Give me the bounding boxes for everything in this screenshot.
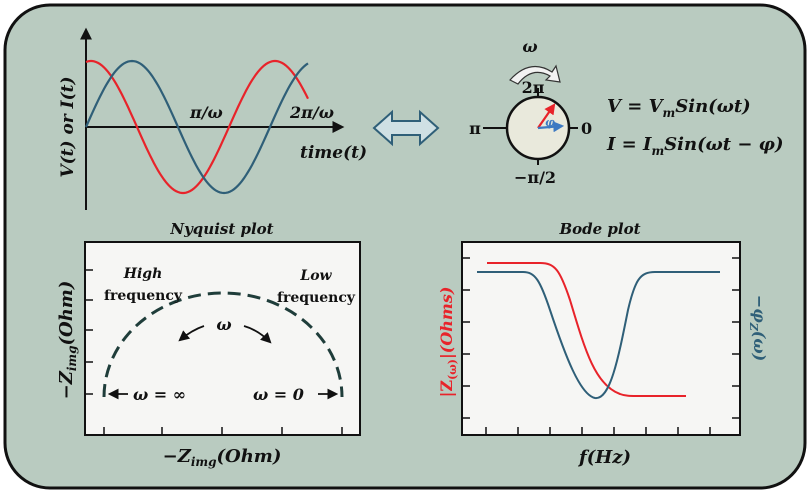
bode-phase-curve — [477, 271, 720, 399]
phasor-current-arrow — [537, 121, 565, 133]
double-arrow-icon — [372, 109, 440, 147]
high-frequency-label-2: frequency — [104, 288, 183, 304]
phasor-diagram: ω φ 2π π 0 −π/2 — [469, 37, 592, 187]
bode-title: Bode plot — [558, 220, 640, 238]
bode-frame — [461, 241, 741, 436]
omega-right-curved-arrow — [243, 325, 272, 344]
low-frequency-label-2: frequency — [277, 290, 356, 306]
tick-label-2pi-over-omega: 2π/ω — [289, 103, 334, 122]
nyquist-omega-label: ω — [216, 315, 231, 334]
phasor-omega-label: ω — [522, 37, 537, 56]
high-frequency-label-1: High — [123, 266, 163, 282]
nyquist-xlabel: −Zimg(Ohm) — [163, 446, 282, 469]
low-frequency-label-1: Low — [299, 268, 332, 284]
nyquist-ylabel: −Zimg(Ohm) — [56, 281, 79, 400]
nyquist-semicircle-arc — [102, 291, 344, 398]
phasor-top-label: 2π — [522, 78, 545, 97]
bode-plot: Bode plot |Z(ω)|(Ohms) −φZ(ω) f(Hz) — [437, 220, 769, 468]
phasor-voltage-arrow — [537, 103, 556, 129]
phasor-phi-label: φ — [545, 116, 555, 129]
omega-infinity-label: ω = ∞ — [133, 385, 186, 404]
voltage-wave — [85, 59, 309, 195]
voltage-equation: V = VmSin(ωt) — [607, 96, 751, 120]
current-equation: I = ImSin(ωt − φ) — [606, 134, 783, 158]
waveform-xlabel: time(t) — [300, 143, 367, 163]
waveform-ylabel: V(t) or I(t) — [58, 76, 78, 177]
nyquist-title: Nyquist plot — [169, 220, 273, 238]
omega-zero-label: ω = 0 — [253, 385, 304, 404]
bode-ylabel-right: −φZ(ω) — [747, 295, 769, 361]
omega-left-curved-arrow — [178, 325, 205, 342]
phasor-right-label: 0 — [581, 119, 592, 138]
nyquist-plot: Nyquist plot High frequency Low frequenc… — [56, 220, 361, 469]
bode-ticks — [462, 257, 740, 435]
tick-label-pi-over-omega: π/ω — [189, 103, 223, 122]
nyquist-ticks — [85, 269, 343, 435]
bode-xlabel: f(Hz) — [577, 447, 631, 468]
current-wave — [84, 59, 309, 195]
waveform-plot: V(t) or I(t) time(t) π/ω 2π/ω — [58, 27, 367, 210]
equations: V = VmSin(ωt) I = ImSin(ωt − φ) — [606, 96, 783, 158]
bode-magnitude-curve — [487, 262, 686, 397]
phasor-left-label: π — [469, 119, 481, 138]
rotation-arrow-icon — [509, 64, 561, 85]
phasor-bottom-label: −π/2 — [514, 168, 556, 187]
bode-ylabel-left: |Z(ω)|(Ohms) — [437, 287, 459, 398]
